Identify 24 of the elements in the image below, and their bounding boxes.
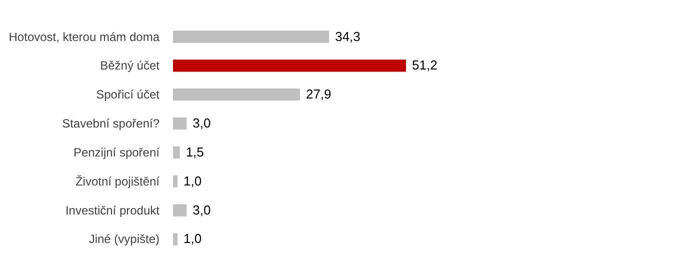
data-label: 34,3 [335, 28, 360, 44]
data-label: 1,5 [186, 144, 204, 160]
y-tick-label: Spořicí účet [96, 88, 160, 102]
y-tick-label: Životní pojištění [75, 174, 160, 188]
bar [173, 146, 180, 159]
y-tick-label: Investiční produkt [65, 203, 160, 218]
bar [173, 88, 300, 101]
data-label: 27,9 [306, 86, 332, 102]
bar [173, 60, 406, 72]
bar [173, 30, 330, 43]
data-label: 1,0 [184, 173, 202, 188]
data-label: 3,0 [192, 116, 211, 131]
bar [173, 175, 178, 188]
data-label: 1,0 [184, 231, 202, 246]
data-label: 3,0 [192, 202, 211, 218]
data-label: 51,2 [412, 58, 438, 73]
y-tick-label: Stavební spoření? [62, 116, 160, 131]
y-tick-label: Jiné (vypište) [88, 232, 160, 246]
bar [173, 233, 178, 246]
y-tick-label: Běžný účet [100, 58, 160, 73]
bar [173, 204, 187, 216]
y-tick-label: Hotovost, kterou mám doma [8, 30, 160, 44]
bar [173, 117, 187, 130]
y-tick-label: Penzijní spoření [73, 145, 160, 160]
